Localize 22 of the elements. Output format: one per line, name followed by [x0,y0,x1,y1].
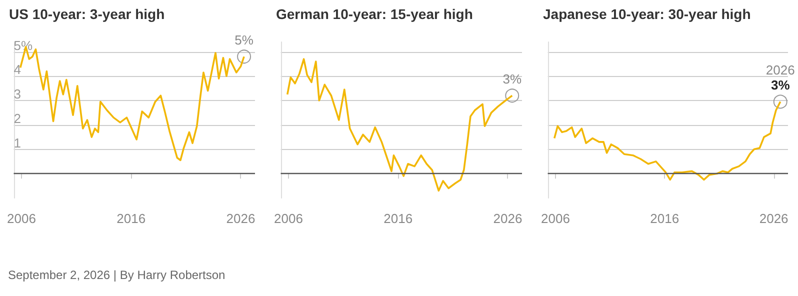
x-tick-label: 2006 [274,211,303,226]
y-tick-label: 1 [14,135,22,150]
chart-title: Japanese 10-year: 30-year high [543,6,751,22]
annotation: 3% [770,78,790,93]
text: September 2, 2026 | By Harry Robertson [8,268,226,282]
x-tick-label: 2016 [384,211,413,226]
chart-title: US 10-year: 3-year high [9,6,165,22]
annotation: 5% [234,32,254,48]
y-tick-label: 2 [14,110,22,126]
x-tick-label: 2026 [759,211,788,226]
x-tick-label: 2006 [541,211,570,226]
y-tick-label: 5% [14,38,34,53]
x-tick-label: 2026 [226,211,256,226]
annotation: 3% [502,72,522,87]
annotation: 2026 [766,62,795,78]
x-tick-label: 2026 [493,211,522,226]
chart-title: German 10-year: 15-year high [276,6,473,22]
y-tick-label: 3 [14,86,22,102]
x-tick-label: 2016 [116,211,146,226]
y-tick-label: 4 [14,62,22,78]
x-tick-label: 2016 [650,211,680,226]
x-tick-label: 2006 [7,211,36,226]
